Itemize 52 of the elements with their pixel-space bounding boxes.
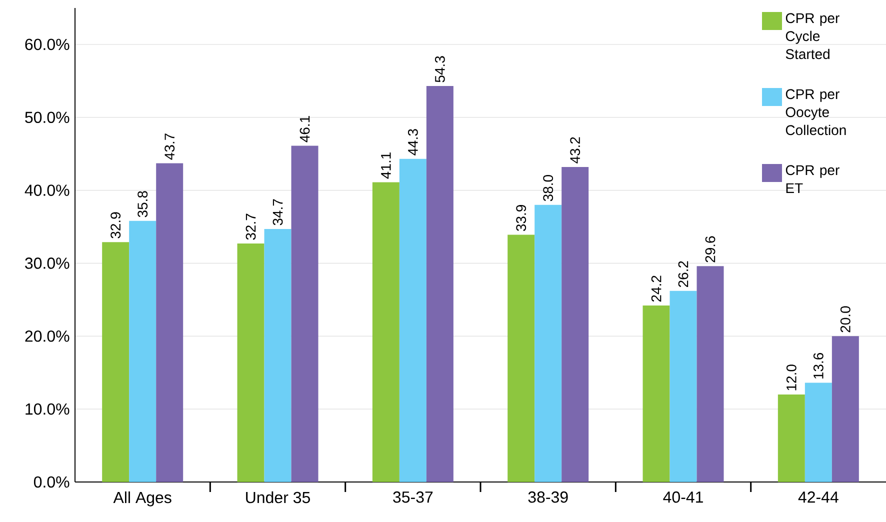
data-label: 20.0: [840, 306, 850, 332]
bar: [291, 146, 318, 482]
bar: [696, 266, 724, 482]
x-tick-label: 42-44: [798, 491, 838, 503]
x-tick-label: 38-39: [528, 491, 568, 503]
data-label: 54.3: [434, 56, 445, 82]
bar: [670, 290, 697, 482]
x-tick-label: 35-37: [393, 491, 433, 503]
x-tick-label: Under 35: [246, 491, 310, 504]
bar: [804, 382, 832, 482]
bar: [102, 242, 130, 482]
bar: [399, 158, 426, 482]
legend-label: CPR per ET: [786, 165, 840, 193]
legend-label: CPR per Cycle Started: [786, 13, 840, 60]
data-label: 29.6: [705, 236, 716, 262]
data-label: 43.2: [570, 137, 580, 164]
data-label: 44.3: [408, 129, 418, 156]
data-label: 33.9: [516, 204, 526, 232]
bar: [642, 306, 670, 482]
data-label: 35.8: [138, 191, 148, 218]
data-label: 46.1: [300, 116, 310, 142]
data-label: 24.2: [651, 276, 662, 302]
data-label: 13.6: [813, 352, 824, 379]
bar: [237, 244, 264, 482]
bar: [562, 166, 589, 482]
bar: [129, 220, 156, 482]
y-tick-label: 40.0%: [24, 184, 70, 196]
data-label: 26.2: [678, 261, 688, 288]
bar: [508, 234, 535, 482]
x-tick-label: 40-41: [663, 491, 703, 503]
data-label: 12.0: [786, 364, 796, 390]
y-tick-label: 0.0%: [34, 476, 70, 488]
bar: [264, 228, 292, 482]
bar: [426, 86, 454, 482]
y-tick-label: 50.0%: [25, 112, 70, 124]
data-label: 38.0: [543, 174, 554, 202]
bar: [778, 394, 805, 482]
legend-label: CPR per Oocyte Collection: [786, 89, 846, 136]
y-tick-label: 60.0%: [25, 38, 70, 50]
data-label: 32.7: [246, 214, 256, 240]
bar: [156, 163, 184, 482]
data-label: 43.7: [164, 134, 175, 160]
y-tick-label: 30.0%: [25, 258, 70, 269]
bar: [534, 204, 562, 482]
data-label: 41.1: [381, 152, 391, 179]
y-tick-label: 20.0%: [25, 330, 70, 342]
bar: [832, 336, 859, 482]
x-tick-label: All Ages: [113, 491, 172, 506]
data-label: 34.7: [272, 199, 283, 226]
data-label: 32.9: [110, 212, 121, 238]
y-tick-label: 10.0%: [26, 403, 70, 415]
bar: [372, 182, 400, 482]
